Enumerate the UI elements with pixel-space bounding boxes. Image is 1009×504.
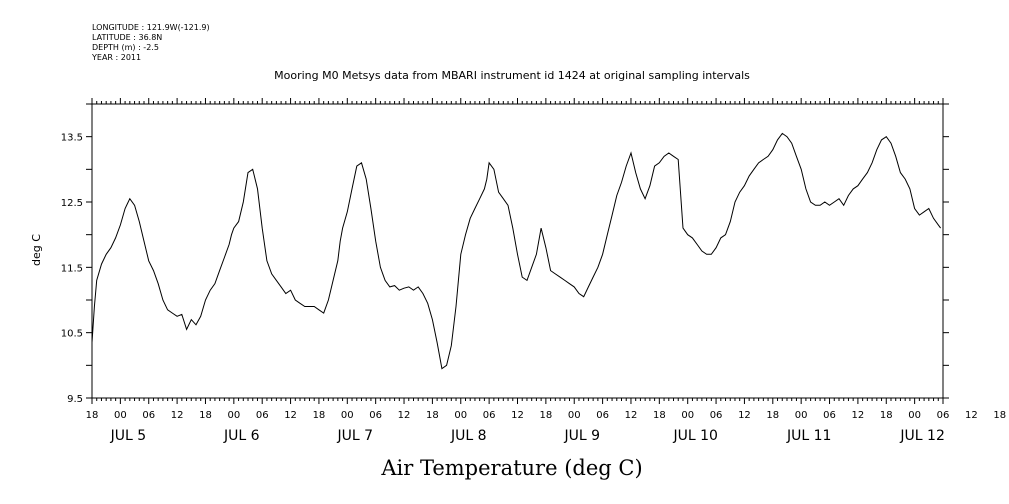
x-tick-label: 00 xyxy=(795,410,808,421)
x-tick-label: 00 xyxy=(114,410,127,421)
longitude-text: LONGITUDE : 121.9W(-121.9) xyxy=(92,23,210,32)
x-tick-label: 18 xyxy=(426,410,439,421)
x-axis-label: Air Temperature (deg C) xyxy=(380,456,642,480)
x-tick-label: 18 xyxy=(880,410,893,421)
day-label: JUL 10 xyxy=(672,428,717,444)
y-tick-label: 12.5 xyxy=(61,198,83,209)
series-line xyxy=(91,132,942,370)
x-tick-label: 06 xyxy=(256,410,269,421)
year-text: YEAR : 2011 xyxy=(91,53,141,62)
x-tick-label: 00 xyxy=(908,410,921,421)
day-label: JUL 12 xyxy=(899,428,944,444)
day-label: JUL 7 xyxy=(337,428,374,444)
x-tick-label: 06 xyxy=(369,410,382,421)
x-tick-label: 18 xyxy=(313,410,326,421)
y-tick-label: 11.5 xyxy=(61,263,83,274)
x-tick-label: 12 xyxy=(738,410,751,421)
day-label: JUL 11 xyxy=(786,428,831,444)
x-tick-label: 12 xyxy=(511,410,524,421)
x-tick-label: 06 xyxy=(937,410,950,421)
x-tick-label: 06 xyxy=(823,410,836,421)
y-axis-label: deg C xyxy=(30,234,43,266)
x-tick-label: 00 xyxy=(681,410,694,421)
day-label: JUL 5 xyxy=(110,428,147,444)
latitude-text: LATITUDE : 36.8N xyxy=(92,33,162,42)
day-label: JUL 9 xyxy=(563,428,600,444)
x-tick-label: 18 xyxy=(653,410,666,421)
depth-text: DEPTH (m) : -2.5 xyxy=(92,43,159,52)
plot-frame xyxy=(91,103,944,399)
y-tick-label: 9.5 xyxy=(67,394,83,405)
x-tick-label: 00 xyxy=(227,410,240,421)
x-tick-label: 12 xyxy=(852,410,865,421)
x-tick-label: 06 xyxy=(483,410,496,421)
day-label: JUL 8 xyxy=(450,428,487,444)
x-tick-label: 00 xyxy=(341,410,354,421)
x-tick-label: 12 xyxy=(398,410,411,421)
x-tick-label: 12 xyxy=(965,410,978,421)
y-tick-label: 10.5 xyxy=(61,329,83,340)
x-tick-label: 18 xyxy=(86,410,99,421)
x-tick-label: 18 xyxy=(766,410,779,421)
x-tick-label: 00 xyxy=(454,410,467,421)
x-tick-label: 06 xyxy=(142,410,155,421)
y-tick-label: 13.5 xyxy=(61,133,83,144)
x-tick-label: 18 xyxy=(199,410,212,421)
x-tick-label: 18 xyxy=(539,410,552,421)
x-tick-label: 06 xyxy=(710,410,723,421)
metadata-block: LONGITUDE : 121.9W(-121.9) LATITUDE : 36… xyxy=(91,23,210,62)
day-label: JUL 6 xyxy=(223,428,260,444)
axes: 18 00 06 12 18 00 06 12 18 00 06 12 18 00 06 12 18 00 06 12… xyxy=(61,98,1006,444)
chart-title: Mooring M0 Metsys data from MBARI instru… xyxy=(274,69,750,82)
x-tick-label: 12 xyxy=(284,410,297,421)
plot-area xyxy=(91,132,942,370)
x-tick-label: 12 xyxy=(171,410,184,421)
x-tick-label: 06 xyxy=(596,410,609,421)
x-tick-label: 12 xyxy=(625,410,638,421)
x-tick-label: 00 xyxy=(568,410,581,421)
x-tick-label: 18 xyxy=(993,410,1006,421)
